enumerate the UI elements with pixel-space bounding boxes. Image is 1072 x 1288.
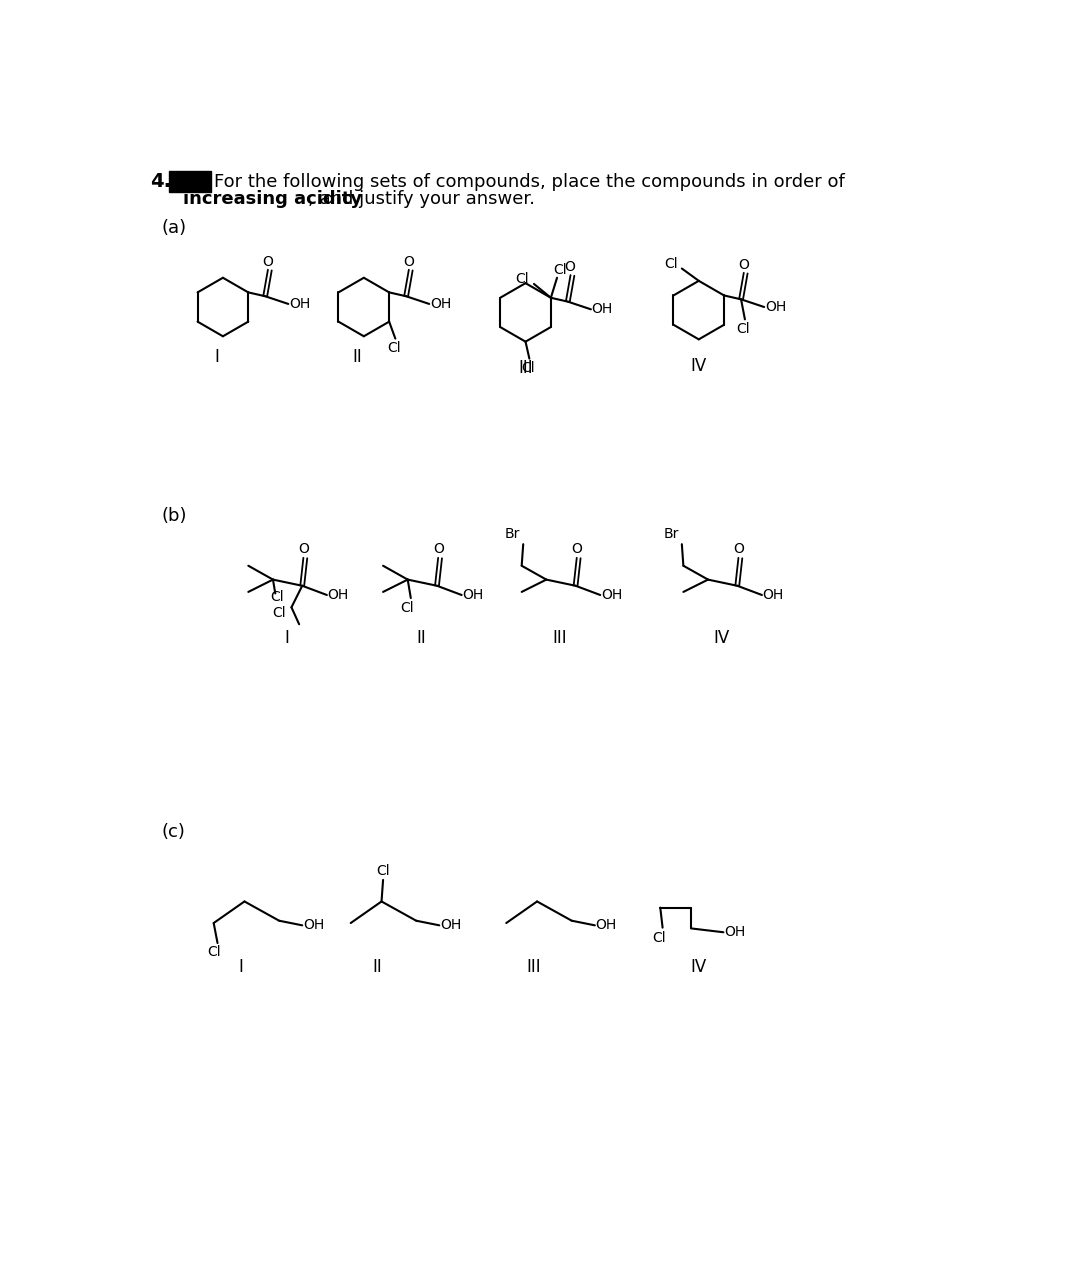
Text: III: III: [526, 958, 540, 976]
Text: IV: IV: [714, 629, 730, 647]
Text: III: III: [518, 359, 533, 377]
Text: (a): (a): [161, 219, 187, 237]
Text: O: O: [433, 542, 444, 556]
Text: , and justify your answer.: , and justify your answer.: [308, 191, 535, 209]
Text: increasing acidity: increasing acidity: [183, 191, 362, 209]
Text: III: III: [553, 629, 567, 647]
Text: OH: OH: [430, 298, 451, 310]
Text: I: I: [214, 348, 219, 366]
Text: Cl: Cl: [387, 341, 401, 354]
Bar: [169, 171, 211, 192]
Text: OH: OH: [765, 300, 786, 314]
Text: O: O: [571, 542, 582, 556]
Text: Cl: Cl: [515, 272, 528, 286]
Text: (c): (c): [161, 823, 185, 841]
Text: Cl: Cl: [521, 361, 535, 375]
Text: I: I: [238, 958, 243, 976]
Text: OH: OH: [762, 589, 784, 601]
Text: OH: OH: [441, 918, 461, 933]
Text: II: II: [373, 958, 383, 976]
Text: O: O: [565, 260, 576, 274]
Text: Cl: Cl: [736, 322, 750, 336]
Text: OH: OH: [601, 589, 622, 601]
Text: OH: OH: [303, 918, 324, 933]
Text: I: I: [284, 629, 289, 647]
Text: O: O: [733, 542, 744, 556]
Text: IV: IV: [690, 958, 706, 976]
Text: Cl: Cl: [553, 263, 567, 277]
Text: OH: OH: [592, 303, 613, 317]
Text: O: O: [738, 258, 749, 272]
Text: O: O: [403, 255, 414, 269]
Text: (b): (b): [161, 507, 187, 526]
Text: Cl: Cl: [208, 945, 221, 960]
Text: OH: OH: [725, 925, 745, 939]
Text: Br: Br: [505, 527, 520, 541]
Text: Cl: Cl: [376, 864, 390, 877]
Text: OH: OH: [596, 918, 616, 933]
Text: Cl: Cl: [272, 607, 286, 621]
Text: II: II: [417, 629, 427, 647]
Text: OH: OH: [462, 589, 483, 601]
Text: O: O: [262, 255, 273, 269]
Text: IV: IV: [690, 357, 706, 375]
Text: For the following sets of compounds, place the compounds in order of: For the following sets of compounds, pla…: [213, 173, 845, 191]
Text: Cl: Cl: [270, 590, 284, 604]
Text: 4.: 4.: [150, 173, 172, 191]
Text: OH: OH: [289, 298, 310, 310]
Text: II: II: [353, 348, 362, 366]
Text: OH: OH: [328, 589, 348, 601]
Text: O: O: [298, 542, 309, 556]
Text: Cl: Cl: [665, 256, 678, 270]
Text: Cl: Cl: [652, 931, 666, 944]
Text: Cl: Cl: [400, 601, 414, 616]
Text: Br: Br: [664, 527, 679, 541]
